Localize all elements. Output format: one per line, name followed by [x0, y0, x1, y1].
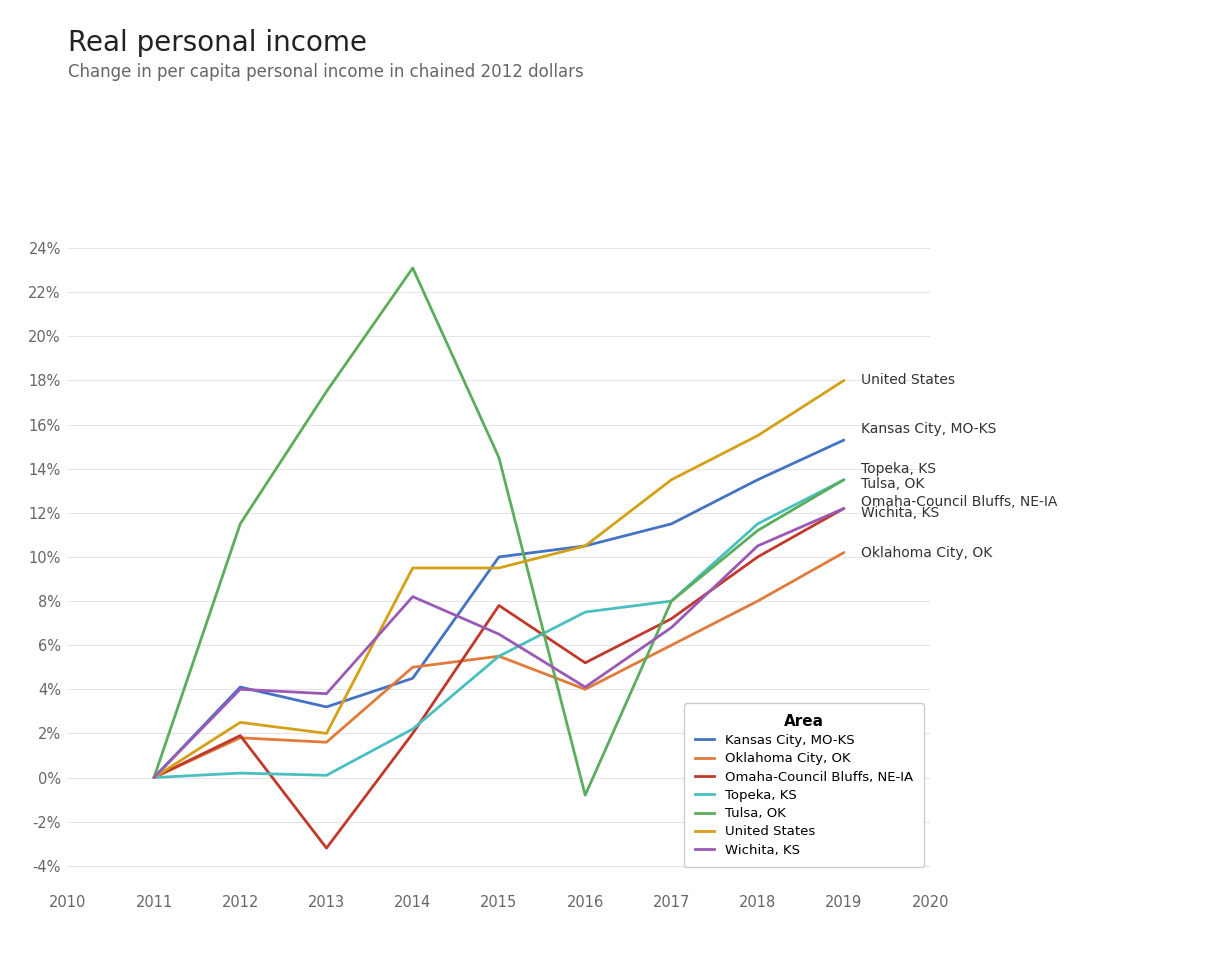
Text: Tulsa, OK: Tulsa, OK [861, 477, 924, 491]
Text: Topeka, KS: Topeka, KS [861, 461, 936, 476]
Text: Wichita, KS: Wichita, KS [861, 506, 940, 520]
Legend: Kansas City, MO-KS, Oklahoma City, OK, Omaha-Council Bluffs, NE-IA, Topeka, KS, : Kansas City, MO-KS, Oklahoma City, OK, O… [684, 703, 924, 868]
Text: Change in per capita personal income in chained 2012 dollars: Change in per capita personal income in … [68, 63, 584, 81]
Text: Omaha-Council Bluffs, NE-IA: Omaha-Council Bluffs, NE-IA [861, 495, 1057, 509]
Text: Kansas City, MO-KS: Kansas City, MO-KS [861, 422, 997, 436]
Text: Oklahoma City, OK: Oklahoma City, OK [861, 545, 993, 560]
Text: United States: United States [861, 373, 955, 388]
Text: Real personal income: Real personal income [68, 29, 367, 57]
